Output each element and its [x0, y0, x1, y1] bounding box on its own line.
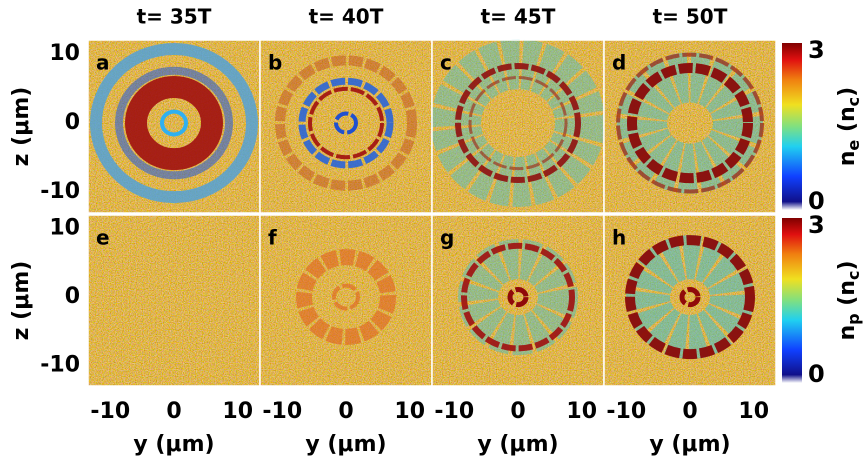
colorbar-label: ne (nc)	[835, 87, 863, 166]
panel-label: h	[612, 226, 626, 250]
x-tick-label: -10	[90, 399, 130, 424]
panel-label: a	[96, 51, 110, 75]
colorbar-label-part: c	[844, 271, 863, 280]
colorbar	[782, 218, 802, 383]
x-tick-label: -10	[606, 399, 646, 424]
panel-title: t= 50T	[653, 5, 728, 29]
panel-title: t= 45T	[481, 5, 556, 29]
x-axis-label: y (μm)	[305, 432, 386, 457]
y-axis-label: z (μm)	[9, 87, 34, 167]
x-axis-label: y (μm)	[477, 432, 558, 457]
x-tick-label: 0	[166, 399, 181, 424]
x-tick-label: 0	[682, 399, 697, 424]
panel-title: t= 40T	[309, 5, 384, 29]
y-tick-label: 0	[65, 284, 80, 309]
colorbar	[782, 43, 802, 210]
y-tick-label: -10	[40, 352, 80, 377]
x-axis-label: y (μm)	[649, 432, 730, 457]
colorbar-label-part: c	[844, 97, 863, 106]
panel-label: f	[268, 226, 277, 250]
y-axis-label: z (μm)	[9, 261, 34, 341]
x-axis-label: y (μm)	[133, 432, 214, 457]
panel-label: g	[440, 226, 454, 250]
heatmap-noise	[88, 40, 260, 213]
x-tick-label: 10	[222, 399, 253, 424]
y-tick-label: -10	[40, 179, 80, 204]
y-tick-label: 0	[65, 110, 80, 135]
panel-label: c	[440, 51, 452, 75]
panel-label: b	[268, 51, 282, 75]
x-tick-label: 0	[338, 399, 353, 424]
colorbar-label-part: (n	[835, 280, 860, 313]
panel-title: t= 35T	[137, 5, 212, 29]
colorbar-label-part: )	[835, 260, 860, 270]
panel-label: d	[612, 51, 626, 75]
y-tick-label: 10	[49, 41, 80, 66]
colorbar-label-part: n	[835, 325, 860, 341]
x-tick-label: 0	[510, 399, 525, 424]
heatmap-noise	[88, 215, 260, 386]
y-tick-label: 10	[49, 216, 80, 241]
x-tick-label: 10	[394, 399, 425, 424]
x-tick-label: 10	[566, 399, 597, 424]
colorbar-tick-label: 0	[808, 360, 825, 388]
colorbar-label-part: n	[835, 151, 860, 167]
colorbar-tick-label: 3	[808, 36, 825, 64]
heatmap-noise	[260, 40, 432, 213]
colorbar-label-part: )	[835, 87, 860, 97]
x-tick-label: -10	[262, 399, 302, 424]
figure: at= 35T100-10z (μm)bt= 40Tct= 45Tdt= 50T…	[0, 0, 865, 472]
colorbar-label-part: e	[844, 140, 863, 151]
x-tick-label: 10	[738, 399, 769, 424]
colorbar-tick-label: 3	[808, 211, 825, 239]
x-tick-label: -10	[434, 399, 474, 424]
colorbar-label-part: p	[844, 313, 863, 324]
heatmap-noise	[260, 215, 432, 386]
colorbar-label-part: (n	[835, 106, 860, 139]
panel-label: e	[96, 226, 110, 250]
colorbar-label: np (nc)	[835, 260, 863, 340]
